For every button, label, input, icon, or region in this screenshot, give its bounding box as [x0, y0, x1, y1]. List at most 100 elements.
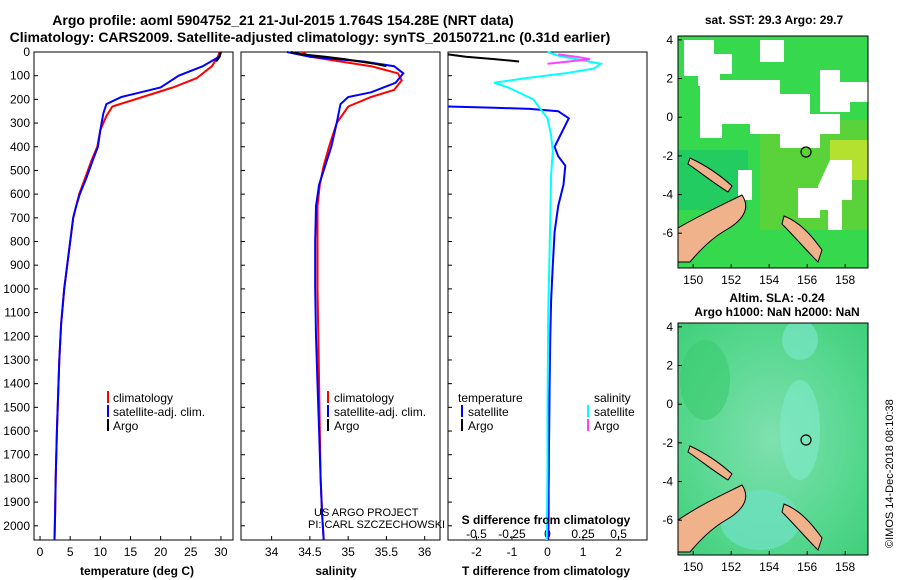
x-tick-label: 35 [341, 545, 355, 559]
legend-sal-satellite: satellite [594, 405, 635, 419]
depth-tick-label: 300 [10, 116, 30, 130]
salinity-legend: climatology satellite-adj. clim. Argo [327, 391, 426, 433]
map-y-tick-label: 0 [666, 110, 673, 124]
x-tick-label: 36 [418, 545, 432, 559]
legend-climatology: climatology [334, 391, 394, 405]
figure-title-line2: Climatology: CARS2009. Satellite-adjuste… [10, 29, 611, 45]
secondary-x-tick-label: 0.25 [571, 527, 595, 541]
map-y-tick-label: 2 [666, 72, 673, 86]
map-y-tick-label: 4 [666, 33, 673, 47]
depth-tick-label: 400 [10, 140, 30, 154]
difference-xlabel: T difference from climatology [462, 564, 630, 578]
map-y-tick-label: -2 [662, 436, 673, 450]
map-x-tick-label: 152 [721, 560, 741, 574]
sst-land-new-guinea [678, 194, 747, 263]
series-salinity-argo [547, 53, 591, 65]
series-argo [290, 51, 387, 68]
depth-tick-label: 0 [23, 45, 30, 59]
salinity-xlabel: salinity [315, 564, 357, 578]
depth-tick-label: 1800 [3, 471, 30, 485]
depth-tick-label: 1600 [3, 424, 30, 438]
map-y-tick-label: -6 [662, 226, 673, 240]
secondary-x-tick-label: -0.5 [466, 527, 487, 541]
series-satellite-adj-clim- [286, 51, 405, 541]
sla-argo-position-marker [800, 434, 812, 446]
project-annotation: US ARGO PROJECT [314, 507, 419, 519]
map-y-tick-label: -4 [662, 475, 673, 489]
sst-cloud-gap [684, 40, 732, 86]
depth-tick-label: 1200 [3, 329, 30, 343]
sla-map-title-line1: Altim. SLA: -0.24 [729, 291, 825, 305]
salinity-series [286, 51, 405, 541]
difference-secondary-xlabel: S difference from climatology [462, 513, 631, 527]
depth-tick-label: 2000 [3, 519, 30, 533]
map-y-tick-label: 0 [666, 397, 673, 411]
temperature-panel-frame [33, 51, 234, 541]
sla-land-new-guinea [678, 484, 747, 553]
sst-land-bougainville [781, 215, 823, 263]
legend-satellite-adj: satellite-adj. clim. [113, 405, 205, 419]
depth-tick-label: 1300 [3, 353, 30, 367]
series-satellite-adj-clim- [53, 51, 222, 541]
sst-cloud-gap [700, 80, 840, 148]
secondary-x-tick-label: 0.5 [610, 527, 627, 541]
temperature-x-axis: 0 5 10 15 20 25 30 [37, 536, 228, 559]
temperature-xlabel: temperature (deg C) [80, 564, 194, 578]
x-tick-label: 35.5 [375, 545, 399, 559]
map-x-tick-label: 158 [835, 560, 855, 574]
depth-tick-label: 1400 [3, 377, 30, 391]
x-tick-label: -2 [471, 545, 482, 559]
map-x-tick-label: 158 [835, 273, 855, 287]
sla-map-axes: 150 152 154 156 158 4 2 0 -2 -4 -6 [662, 320, 855, 574]
map-x-tick-label: 156 [797, 273, 817, 287]
series-argo [215, 51, 222, 63]
legend-temp-satellite: satellite [468, 405, 509, 419]
sst-map [678, 36, 868, 268]
difference-x-axis: -2 -1 0 1 2-0.5 -0.25 0 0.25 0.5 [466, 527, 627, 559]
series-climatology [53, 51, 221, 541]
sla-high-anomaly [680, 340, 730, 420]
x-tick-label: 34 [265, 545, 279, 559]
depth-tick-label: 500 [10, 163, 30, 177]
sst-cloud-gap [818, 160, 852, 230]
map-y-tick-label: -4 [662, 188, 673, 202]
map-y-tick-label: -6 [662, 513, 673, 527]
x-tick-label: 25 [184, 545, 198, 559]
sst-map-frame [677, 35, 869, 269]
depth-axis: 0 100 200 300 400 500 600 700 800 900 1000 1100 1200… [3, 45, 452, 533]
sst-argo-position-marker [800, 146, 812, 158]
x-tick-label: 0 [544, 545, 551, 559]
depth-tick-label: 1100 [4, 306, 30, 320]
pi-annotation: PI: CARL SZCZECHOWSKI [308, 519, 445, 531]
sla-map-frame [677, 322, 869, 556]
sst-map-title: sat. SST: 29.3 Argo: 29.7 [705, 13, 844, 27]
map-y-tick-label: 4 [666, 320, 673, 334]
x-tick-label: 5 [67, 545, 74, 559]
series-temperature-argo [447, 53, 520, 63]
depth-tick-label: 800 [10, 235, 30, 249]
salinity-panel-frame [240, 51, 441, 541]
legend-argo: Argo [113, 419, 139, 433]
map-x-tick-label: 154 [759, 560, 779, 574]
legend-temp-argo: Argo [468, 419, 494, 433]
depth-tick-label: 600 [10, 187, 30, 201]
depth-tick-label: 200 [10, 92, 30, 106]
legend-argo: Argo [334, 419, 360, 433]
sla-land-bougainville [781, 503, 823, 551]
temperature-legend: climatology satellite-adj. clim. Argo [107, 391, 205, 433]
x-tick-label: 15 [124, 545, 138, 559]
sla-low-anomaly [782, 323, 818, 360]
x-tick-label: 30 [214, 545, 228, 559]
sla-land-new-ireland [687, 445, 733, 481]
sla-map [678, 323, 868, 555]
map-y-tick-label: -2 [662, 149, 673, 163]
map-x-tick-label: 154 [759, 273, 779, 287]
sst-map-axes: 150 152 154 156 158 4 2 0 -2 -4 -6 [662, 33, 855, 287]
x-tick-label: 20 [154, 545, 168, 559]
sst-cloud-gap [820, 70, 868, 112]
series-salinity-satellite [493, 51, 604, 541]
difference-legend-salinity: salinity satellite Argo [587, 391, 635, 433]
depth-tick-label: 900 [10, 258, 30, 272]
sla-low-anomaly [780, 380, 820, 480]
x-tick-label: 1 [580, 545, 587, 559]
